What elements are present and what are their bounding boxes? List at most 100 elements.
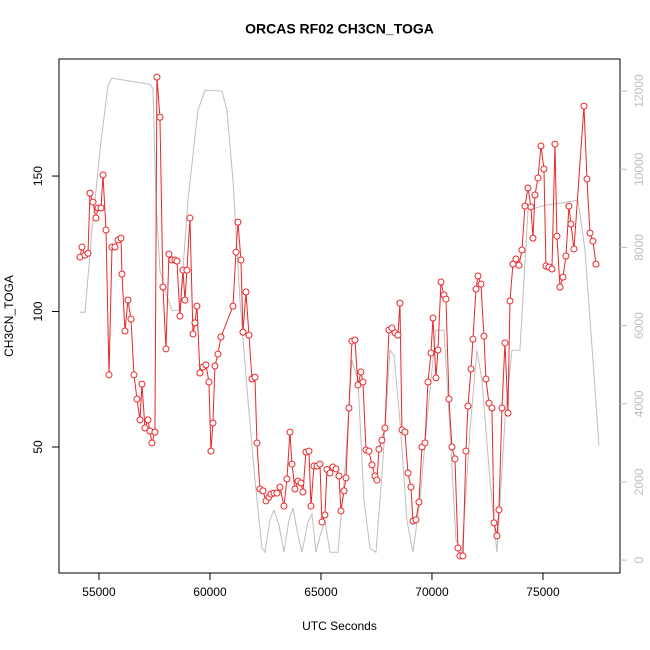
data-point [242, 288, 250, 296]
data-point [548, 265, 556, 273]
data-point [498, 404, 506, 412]
data-point [445, 395, 453, 403]
data-point [553, 232, 561, 240]
y-tick-label: 50 [31, 440, 45, 454]
data-point [130, 371, 138, 379]
data-point [191, 319, 199, 327]
y-tick-label: 100 [31, 301, 45, 321]
data-point [291, 485, 299, 493]
plot-box [58, 58, 621, 574]
x-tick-label: 55000 [82, 585, 116, 599]
data-point [133, 395, 141, 403]
data-point [276, 483, 284, 491]
data-point [424, 378, 432, 386]
data-point [432, 374, 440, 382]
data-point [318, 518, 326, 526]
x-tick-label: 60000 [193, 585, 227, 599]
data-point [253, 439, 261, 447]
y2-tick-label: 2000 [632, 468, 646, 495]
data-point [506, 297, 514, 305]
data-point [136, 416, 144, 424]
data-point [189, 330, 197, 338]
data-point [159, 283, 167, 291]
data-point [368, 461, 376, 469]
data-point [454, 544, 462, 552]
data-point [283, 475, 291, 483]
data-point [504, 409, 512, 417]
data-point [477, 280, 485, 288]
x-tick-label: 65000 [304, 585, 338, 599]
data-point [229, 302, 237, 310]
y2-tick-label: 12000 [632, 74, 646, 108]
data-point [162, 345, 170, 353]
data-point [307, 502, 315, 510]
data-point [501, 339, 509, 347]
data-point [359, 378, 367, 386]
data-point [562, 252, 570, 260]
data-point [127, 315, 135, 323]
data-point [373, 476, 381, 484]
data-point [124, 296, 132, 304]
data-point [156, 113, 164, 121]
data-point [427, 349, 435, 357]
y-tick-label: 150 [31, 166, 45, 186]
x-tick-label: 70000 [415, 585, 449, 599]
data-point [92, 214, 100, 222]
data-point [251, 373, 259, 381]
data-point [534, 174, 542, 182]
data-point [239, 328, 247, 336]
data-point [394, 331, 402, 339]
data-point [153, 73, 161, 81]
data-point [570, 245, 578, 253]
data-point [335, 472, 343, 480]
y2-tick-label: 6000 [632, 312, 646, 339]
data-point [586, 229, 594, 237]
data-point [404, 469, 412, 477]
y2-tick-label: 0 [632, 556, 646, 563]
data-point [297, 479, 305, 487]
data-point [485, 399, 493, 407]
data-point [580, 102, 588, 110]
data-point [469, 335, 477, 343]
data-point [375, 445, 383, 453]
data-point [515, 261, 523, 269]
data-point [448, 443, 456, 451]
data-point [183, 266, 191, 274]
data-point [245, 331, 253, 339]
data-point [305, 447, 313, 455]
data-point [401, 428, 409, 436]
data-point [462, 447, 470, 455]
data-point [173, 257, 181, 265]
data-point [451, 455, 459, 463]
data-point [480, 332, 488, 340]
data-point [321, 511, 329, 519]
data-point [412, 516, 420, 524]
data-point [518, 246, 526, 254]
data-point [181, 296, 189, 304]
data-point [381, 424, 389, 432]
data-point [537, 142, 545, 150]
y-axis-label: CH3CN_TOGA [2, 275, 16, 357]
data-point [490, 519, 498, 527]
y2-tick-label: 8000 [632, 234, 646, 261]
data-point [165, 250, 173, 258]
y2-tick-label: 4000 [632, 390, 646, 417]
data-point [345, 404, 353, 412]
data-point [531, 191, 539, 199]
data-point [464, 402, 472, 410]
data-point [207, 447, 215, 455]
data-point [141, 424, 149, 432]
data-point [529, 234, 537, 242]
data-point [280, 502, 288, 510]
data-point [365, 447, 373, 455]
data-point [396, 299, 404, 307]
data-point [340, 487, 348, 495]
data-point [467, 365, 475, 373]
x-axis-label: UTC Seconds [302, 619, 377, 633]
chart-title: ORCAS RF02 CH3CN_TOGA [245, 21, 434, 37]
data-point [97, 204, 105, 212]
data-point [474, 272, 482, 280]
data-point [589, 237, 597, 245]
data-point [540, 165, 548, 173]
